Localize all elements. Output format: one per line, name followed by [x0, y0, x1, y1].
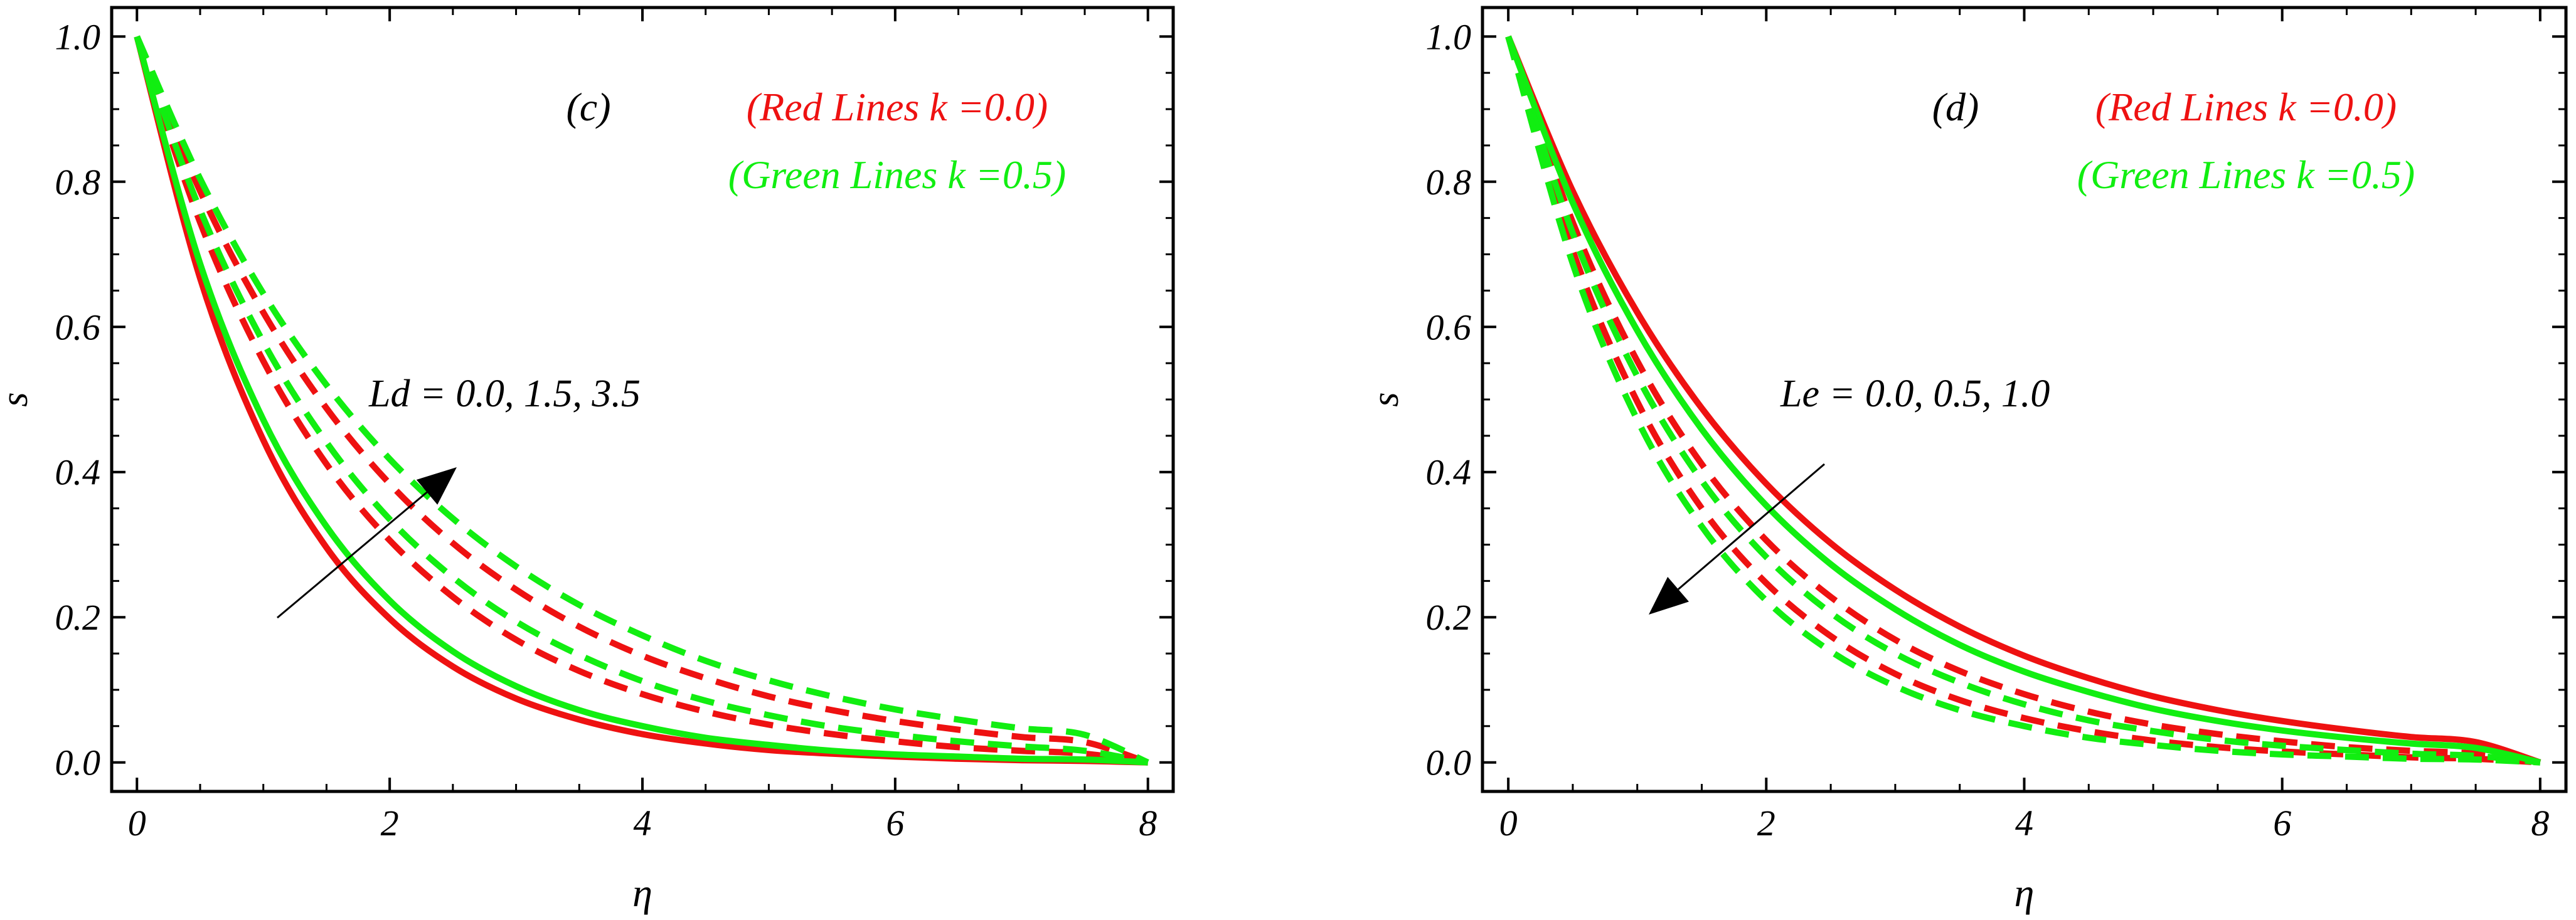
- y-tick-label: 0.2: [55, 597, 101, 638]
- x-tick-label: 6: [2273, 803, 2291, 843]
- legend-entry-1: (Green Lines k =0.5): [728, 152, 1066, 197]
- x-tick-label: 6: [886, 803, 904, 843]
- arrow-shaft: [277, 491, 428, 619]
- x-tick-label: 2: [381, 803, 399, 843]
- series-line-4: [134, 35, 1149, 766]
- series-line-4: [1505, 35, 2541, 766]
- x-tick-label: 0: [1499, 803, 1518, 843]
- panel-label: (c): [566, 85, 610, 129]
- series-line-0: [1505, 35, 2541, 766]
- x-tick-label: 8: [2531, 803, 2549, 843]
- y-tick-label: 0.4: [1426, 452, 1472, 493]
- series-line-2: [1505, 35, 2541, 766]
- series-line-5: [134, 35, 1149, 766]
- legend-entry-0: (Red Lines k =0.0): [2095, 85, 2397, 129]
- arrow-head: [416, 467, 457, 505]
- y-axis-label: s: [0, 392, 35, 406]
- y-tick-label: 0.4: [55, 452, 101, 493]
- x-axis-label: η: [2014, 870, 2035, 915]
- series-line-3: [1505, 35, 2541, 766]
- x-tick-label: 8: [1139, 803, 1157, 843]
- x-tick-label: 2: [1757, 803, 1775, 843]
- y-tick-label: 0.2: [1426, 597, 1472, 638]
- legend-entry-0: (Red Lines k =0.0): [747, 85, 1048, 129]
- panel-label: (d): [1932, 85, 1979, 129]
- y-tick-label: 1.0: [1426, 16, 1472, 57]
- series-line-1: [134, 35, 1149, 766]
- y-tick-label: 0.8: [1426, 162, 1472, 203]
- y-tick-label: 0.8: [55, 162, 101, 203]
- y-tick-label: 0.6: [1426, 307, 1472, 347]
- series-line-5: [1505, 35, 2541, 766]
- arrow-shaft: [1678, 463, 1825, 590]
- x-tick-label: 4: [2015, 803, 2033, 843]
- y-tick-label: 0.6: [55, 307, 101, 347]
- y-tick-label: 0.0: [55, 743, 101, 783]
- x-tick-label: 0: [128, 803, 146, 843]
- series-line-1: [1505, 35, 2541, 766]
- y-tick-label: 0.0: [1426, 743, 1472, 783]
- parameter-annotation: Ld = 0.0, 1.5, 3.5: [368, 373, 641, 415]
- y-tick-label: 1.0: [55, 16, 101, 57]
- chart-panel-1: 0 2 4 6 8 0.0 0.2 0.4 0.6 0.8 1.0 η s (d) (Red Lines k…: [1365, 6, 2568, 915]
- series-line-2: [134, 35, 1149, 766]
- chart-panel-0: 0 2 4 6 8 0.0 0.2 0.4 0.6 0.8 1.0 η s (c) (Red Lines k…: [0, 6, 1175, 915]
- x-tick-label: 4: [634, 803, 652, 843]
- arrow-head: [1649, 576, 1689, 615]
- x-axis-label: η: [632, 870, 652, 915]
- y-axis-label: s: [1365, 392, 1406, 406]
- series-line-3: [134, 35, 1148, 766]
- series-line-0: [134, 36, 1148, 766]
- parameter-annotation: Le = 0.0, 0.5, 1.0: [1780, 373, 2050, 415]
- legend-entry-1: (Green Lines k =0.5): [2077, 152, 2415, 197]
